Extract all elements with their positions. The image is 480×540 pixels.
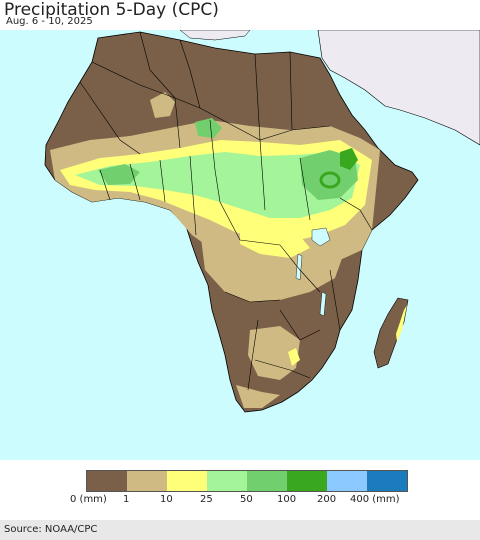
footer: Source: NOAA/CPC — [0, 520, 480, 540]
lake-victoria — [311, 227, 331, 247]
legend-label-2: 10 — [160, 494, 173, 505]
legend-labels: 0 (mm) 1 10 25 50 100 200 400 (mm) — [70, 494, 406, 508]
ethiopia-dark-green — [340, 148, 358, 170]
date-range: Aug. 6 - 10, 2025 — [6, 16, 93, 27]
legend-swatch-3 — [207, 471, 247, 491]
legend-label-5: 100 — [277, 494, 297, 505]
legend-swatch-1 — [127, 471, 167, 491]
ethiopia-dark-green-ring — [319, 171, 341, 189]
precipitation-map — [0, 29, 480, 460]
southern-yellow-patch — [288, 348, 300, 366]
source-credit: Source: NOAA/CPC — [4, 524, 98, 535]
chad-medium-green — [195, 118, 222, 138]
legend-swatch-7 — [367, 471, 407, 491]
legend: 0 (mm) 1 10 25 50 100 200 400 (mm) — [70, 470, 408, 505]
europe-landmass — [179, 29, 251, 41]
legend-swatch-0 — [87, 471, 127, 491]
legend-swatch-2 — [167, 471, 207, 491]
legend-label-3: 25 — [200, 494, 213, 505]
madagascar-east-wet — [396, 305, 407, 342]
lake-malawi — [319, 291, 327, 317]
legend-swatch-5 — [287, 471, 327, 491]
middle-east-landmass — [317, 29, 480, 146]
southern-light-patch-1 — [248, 326, 300, 380]
map-title: Precipitation 5-Day (CPC) — [4, 0, 219, 20]
legend-swatch-4 — [247, 471, 287, 491]
legend-label-6: 200 — [317, 494, 337, 505]
legend-label-0: 0 (mm) — [70, 494, 107, 505]
madagascar — [373, 297, 409, 369]
legend-label-1: 1 — [123, 494, 130, 505]
country-borders — [79, 31, 373, 391]
legend-label-7: 400 (mm) — [350, 494, 400, 505]
legend-swatch-6 — [327, 471, 367, 491]
legend-color-bar — [86, 470, 408, 492]
lake-tanganyika — [295, 253, 303, 281]
south-coast-light — [236, 385, 280, 408]
central-yellow-patch — [240, 228, 310, 258]
westafrica-medium-green — [98, 164, 140, 185]
niger-light-patch — [150, 92, 175, 118]
legend-label-4: 50 — [240, 494, 253, 505]
